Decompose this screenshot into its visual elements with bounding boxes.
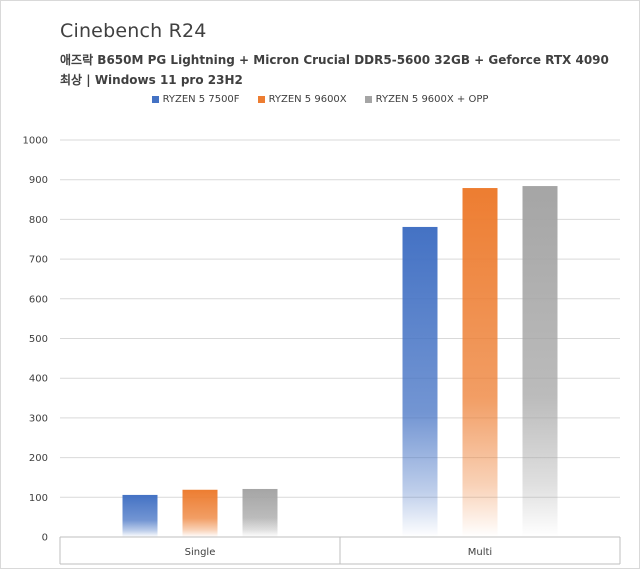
legend-swatch-7500f (151, 96, 159, 103)
y-tick-label-300: 300 (29, 413, 48, 424)
bar-single-series-0 (122, 494, 158, 537)
chart-title: Cinebench R24 (60, 20, 207, 42)
y-tick-label-200: 200 (29, 453, 48, 464)
legend-item-9600x-opp: RYZEN 5 9600X + OPP (364, 94, 489, 105)
bar-multi-series-2 (522, 186, 558, 537)
bar-single-series-2 (242, 488, 278, 537)
legend-item-7500f: RYZEN 5 7500F (151, 94, 240, 105)
bar-single-series-1 (182, 489, 218, 537)
legend-item-9600x: RYZEN 5 9600X (257, 94, 347, 105)
legend-label-9600x-opp: RYZEN 5 9600X + OPP (375, 94, 489, 105)
y-tick-label-900: 900 (29, 175, 48, 186)
x-category-label-single: Single (185, 547, 216, 558)
legend-swatch-9600x (257, 96, 265, 103)
chart-subtitle-settings: 최상 | Windows 11 pro 23H2 (60, 73, 243, 87)
y-tick-label-0: 0 (42, 533, 48, 544)
y-tick-label-600: 600 (29, 294, 48, 305)
bar-multi-series-0 (402, 226, 438, 537)
bar-multi-series-1 (462, 188, 498, 538)
legend-label-7500f: RYZEN 5 7500F (162, 94, 240, 105)
y-tick-label-1000: 1000 (23, 136, 48, 147)
chart-legend: RYZEN 5 7500F RYZEN 5 9600X RYZEN 5 9600… (0, 94, 640, 105)
y-tick-label-700: 700 (29, 255, 48, 266)
legend-swatch-9600x-opp (364, 96, 372, 103)
y-tick-label-400: 400 (29, 374, 48, 385)
y-tick-label-800: 800 (29, 215, 48, 226)
chart-subtitle-system: 애즈락 B650M PG Lightning + Micron Crucial … (60, 53, 609, 67)
x-category-label-multi: Multi (468, 547, 492, 558)
y-tick-label-100: 100 (29, 493, 48, 504)
legend-label-9600x: RYZEN 5 9600X (268, 94, 347, 105)
y-tick-label-500: 500 (29, 334, 48, 345)
